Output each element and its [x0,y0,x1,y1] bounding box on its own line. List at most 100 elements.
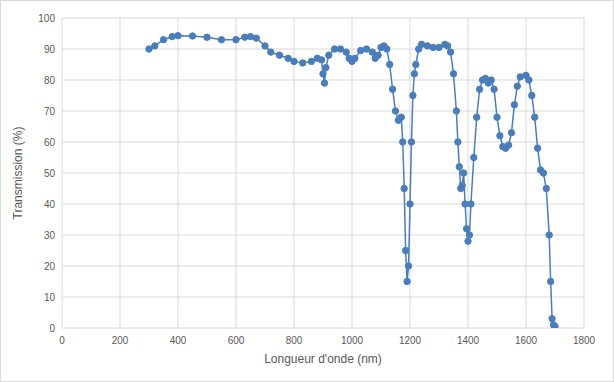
data-point [175,32,181,38]
x-grid-line [120,18,121,328]
x-grid-line [526,18,527,328]
y-grid-line [62,173,584,174]
x-tick-label: 1200 [399,335,422,346]
x-grid-line [178,18,179,328]
data-point [218,37,224,43]
data-point [389,86,395,92]
y-tick-label: 60 [44,137,56,148]
data-point [543,185,549,191]
data-point [463,226,469,232]
y-tick-label: 90 [44,44,56,55]
data-point [404,278,410,284]
x-tick-label: 1400 [457,335,480,346]
data-point [413,61,419,67]
data-point [445,43,451,49]
data-point [291,58,297,64]
y-grid-line [62,266,584,267]
data-point [547,278,553,284]
x-tick-label: 800 [286,335,303,346]
data-point [450,71,456,77]
data-point [326,52,332,58]
data-point [160,37,166,43]
data-point [529,92,535,98]
data-point [276,52,282,58]
x-tick-label: 200 [112,335,129,346]
x-tick-label: 1600 [515,335,538,346]
data-point [407,201,413,207]
data-point [387,61,393,67]
data-point [540,170,546,176]
data-point [455,139,461,145]
y-grid-line [62,235,584,236]
data-point [466,232,472,238]
data-point [268,49,274,55]
data-point [453,108,459,114]
chart: 0102030405060708090100020040060080010001… [0,0,614,382]
data-point [456,164,462,170]
data-point [459,182,465,188]
data-point [375,52,381,58]
x-grid-line [62,18,63,328]
data-point [410,92,416,98]
data-point [468,201,474,207]
data-point [508,130,514,136]
x-tick-label: 600 [228,335,245,346]
x-grid-line [584,18,585,328]
data-point [476,86,482,92]
data-point [411,71,417,77]
x-tick-label: 0 [59,335,65,346]
data-point [488,77,494,83]
y-tick-label: 80 [44,75,56,86]
data-point [189,33,195,39]
series [146,32,558,328]
y-grid-line [62,204,584,205]
series-line [149,36,555,327]
data-point [526,77,532,83]
y-axis-title: Transmission (%) [11,127,25,220]
data-point [491,86,497,92]
data-point [401,185,407,191]
data-point [262,43,268,49]
x-tick-label: 1000 [341,335,364,346]
data-point [233,37,239,43]
y-tick-label: 0 [49,323,55,334]
data-point [352,55,358,61]
data-point [323,64,329,70]
data-point [505,142,511,148]
y-grid-line [62,328,584,329]
x-grid-line [236,18,237,328]
data-point [152,43,158,49]
y-grid-line [62,18,584,19]
y-tick-label: 20 [44,261,56,272]
data-point [532,114,538,120]
data-point [511,102,517,108]
grid [62,18,584,328]
data-point [408,139,414,145]
x-tick-label: 400 [170,335,187,346]
data-point [534,145,540,151]
y-tick-label: 40 [44,199,56,210]
data-point [460,170,466,176]
data-point [471,154,477,160]
data-point [494,114,500,120]
data-point [405,263,411,269]
data-point [318,57,324,63]
x-tick-label: 1800 [573,335,596,346]
y-grid-line [62,142,584,143]
x-grid-line [468,18,469,328]
y-grid-line [62,297,584,298]
data-point [398,114,404,120]
y-tick-label: 10 [44,292,56,303]
y-grid-line [62,111,584,112]
data-point [514,83,520,89]
data-point [497,133,503,139]
data-point [300,60,306,66]
data-point [253,35,259,41]
data-point [402,247,408,253]
data-point [465,238,471,244]
data-point [546,232,552,238]
y-tick-label: 70 [44,106,56,117]
data-point [384,46,390,52]
data-point [204,34,210,40]
x-axis-title: Longueur d'onde (nm) [264,352,382,366]
